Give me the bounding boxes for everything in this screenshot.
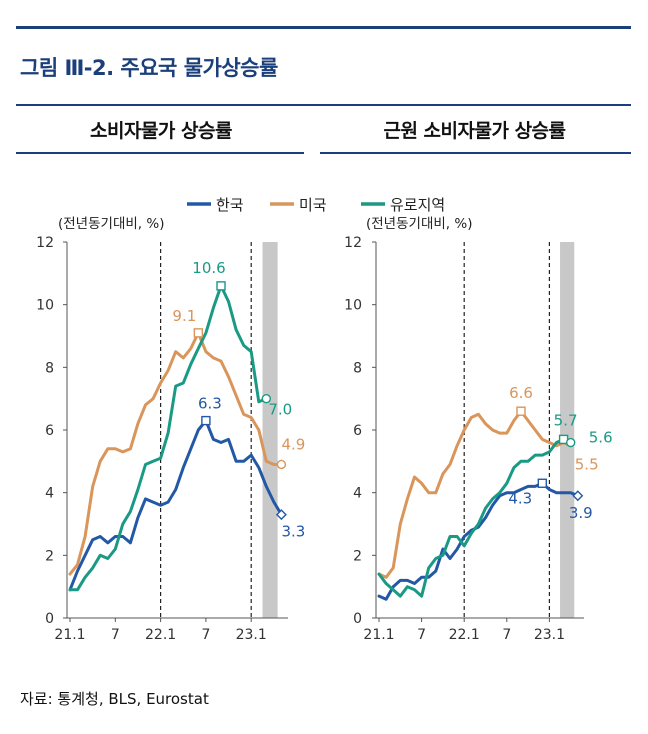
panel2-y-tick-label: 4 bbox=[353, 486, 362, 502]
legend-label-us: 미국 bbox=[299, 196, 327, 214]
panel2-x-tick-label: 21.1 bbox=[363, 627, 394, 643]
right-panel-title: 근원 소비자물가 상승률 bbox=[383, 120, 566, 142]
panel2-x-tick-label: 7 bbox=[502, 627, 511, 643]
legend-label-euro: 유로지역 bbox=[390, 196, 445, 214]
panel2-data-label-euro: 5.7 bbox=[554, 411, 578, 429]
panel2-data-label-korea: 4.3 bbox=[508, 489, 532, 507]
panel2-data-label-korea: 3.9 bbox=[569, 504, 593, 522]
panel1-x-tick-label: 7 bbox=[111, 627, 120, 643]
panel2-y-tick-label: 0 bbox=[353, 611, 362, 627]
panel1-data-label-us: 9.1 bbox=[172, 307, 196, 325]
panel2-data-label-us: 6.6 bbox=[509, 384, 533, 402]
panel2-x-tick-label: 22.1 bbox=[449, 627, 480, 643]
panel2-series-korea bbox=[377, 481, 580, 601]
panel2-data-label-euro: 5.6 bbox=[589, 429, 613, 447]
panel2-y-tick-label: 6 bbox=[353, 423, 362, 439]
left-panel-rule bbox=[16, 152, 304, 154]
panel1-unit-note: (전년동기대비, %) bbox=[58, 216, 164, 232]
panel1-marker-euro bbox=[216, 281, 226, 291]
panel2-y-tick-label: 10 bbox=[344, 298, 362, 314]
panel1-y-tick-label: 2 bbox=[45, 548, 54, 564]
panel1-marker-us bbox=[276, 459, 287, 470]
panel1-marker-us bbox=[193, 328, 204, 338]
panel1-x-tick-label: 23.1 bbox=[236, 627, 267, 643]
panel1-y-tick-label: 10 bbox=[36, 298, 54, 314]
panel1-data-label-euro: 10.6 bbox=[192, 259, 225, 277]
panel1-data-label-korea: 6.3 bbox=[198, 395, 222, 413]
panel2-marker-euro bbox=[566, 437, 576, 448]
panel1-series-korea bbox=[68, 419, 283, 592]
panel1-series-euro bbox=[68, 284, 268, 592]
panel2-marker-us bbox=[516, 406, 526, 416]
figure-title: 그림 Ⅲ-2. 주요국 물가상승률 bbox=[20, 56, 278, 80]
panel2-data-label-us: 5.5 bbox=[575, 456, 599, 474]
panel1-x-tick-label: 7 bbox=[201, 627, 210, 643]
panel2-y-tick-label: 12 bbox=[344, 235, 362, 251]
panel1-y-tick-label: 6 bbox=[45, 423, 54, 439]
panel1-marker-euro bbox=[261, 393, 271, 404]
right-panel-rule bbox=[320, 152, 631, 154]
panel1-x-tick-label: 21.1 bbox=[54, 627, 85, 643]
panel2-y-tick-label: 8 bbox=[353, 360, 362, 376]
panel2-y-tick-label: 2 bbox=[353, 548, 362, 564]
panel1-y-tick-label: 4 bbox=[45, 486, 54, 502]
panel2-x-tick-label: 7 bbox=[417, 627, 426, 643]
panel1-marker-korea bbox=[275, 509, 287, 521]
top-rule bbox=[16, 26, 631, 29]
panel1-shaded-region bbox=[262, 242, 278, 618]
panel2-shaded-region bbox=[560, 242, 575, 618]
source-note: 자료: 통계청, BLS, Eurostat bbox=[20, 690, 209, 708]
panel1-x-tick-label: 22.1 bbox=[145, 627, 176, 643]
panel2-x-tick-label: 23.1 bbox=[534, 627, 565, 643]
panel2-series-us bbox=[377, 409, 573, 579]
panel1-data-label-korea: 3.3 bbox=[281, 523, 305, 541]
left-panel-title: 소비자물가 상승률 bbox=[90, 120, 232, 142]
title-underline bbox=[16, 104, 631, 106]
legend-label-korea: 한국 bbox=[216, 196, 244, 214]
panel1-y-tick-label: 12 bbox=[36, 235, 54, 251]
panel1-series-us bbox=[68, 331, 283, 576]
panel2-series-euro bbox=[377, 437, 573, 598]
panel2-unit-note: (전년동기대비, %) bbox=[366, 216, 472, 232]
panel2-marker-korea bbox=[572, 490, 584, 502]
panel1-data-label-euro: 7.0 bbox=[268, 401, 292, 419]
panel1-y-tick-label: 0 bbox=[45, 611, 54, 627]
panel1-marker-korea bbox=[201, 415, 211, 426]
panel2-marker-korea bbox=[537, 478, 547, 488]
panel1-data-label-us: 4.9 bbox=[281, 435, 305, 453]
panel1-y-tick-label: 8 bbox=[45, 360, 54, 376]
